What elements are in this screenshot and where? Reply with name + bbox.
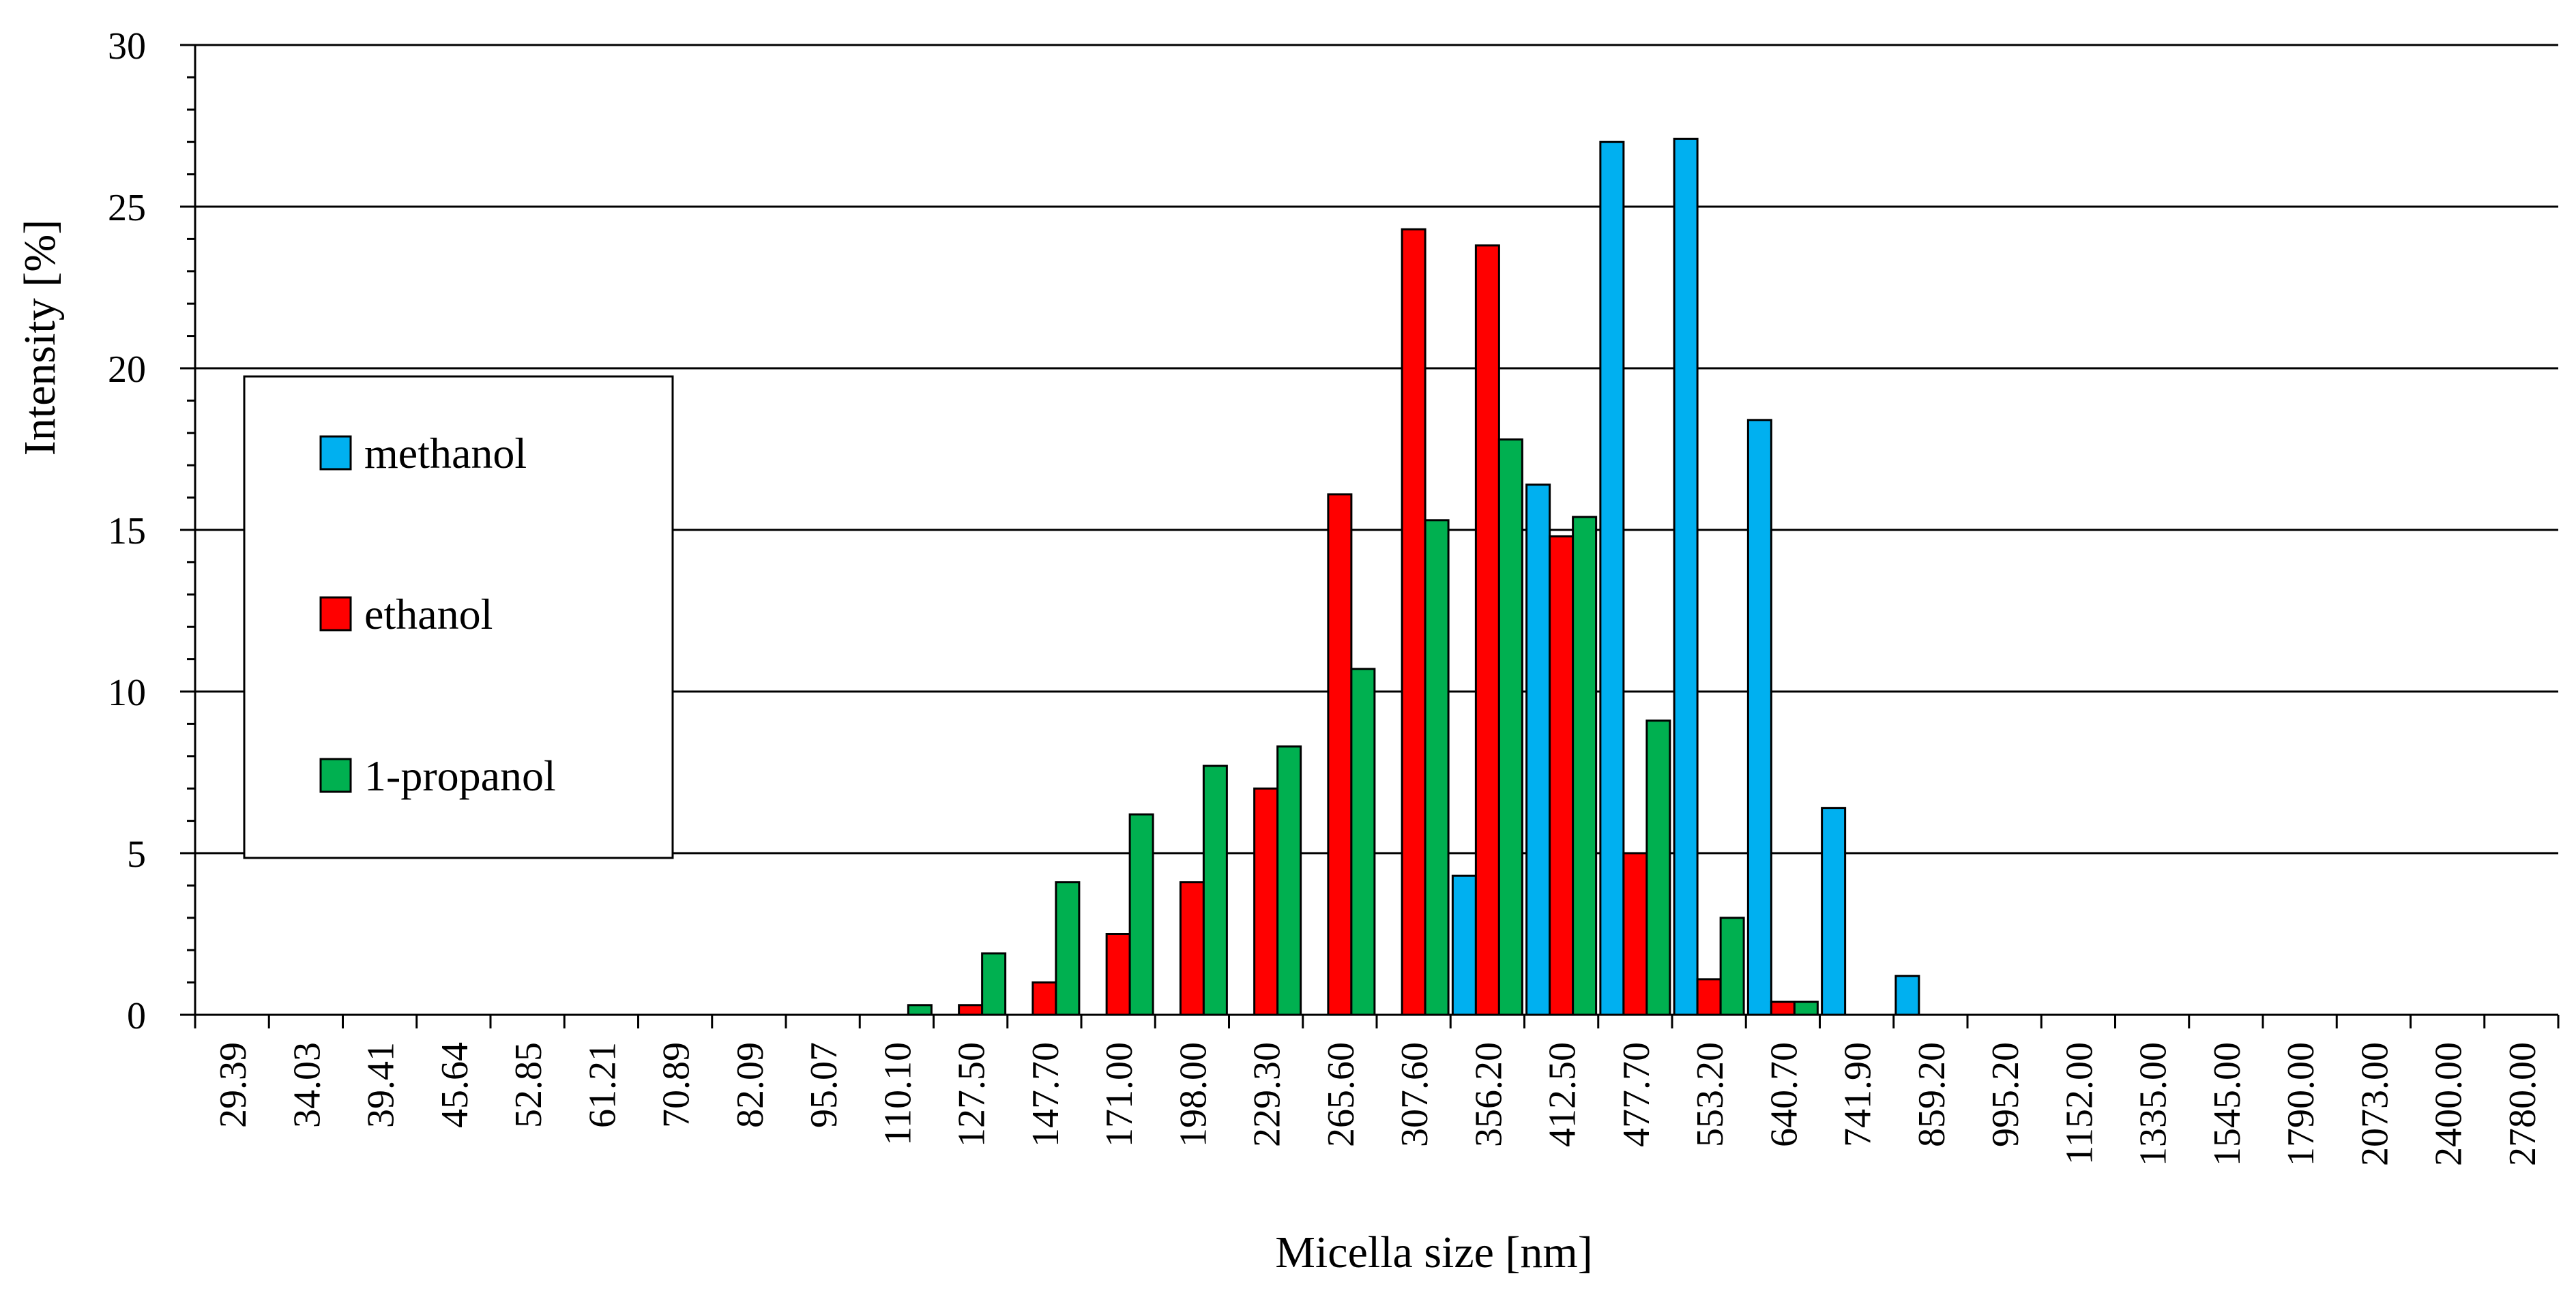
- bar-1-propanol-147.70: [1055, 881, 1081, 1016]
- bar-1-propanol-127.50: [981, 952, 1007, 1016]
- x-axis-title: Micella size [nm]: [1275, 1228, 1592, 1277]
- bar-ethanol-477.70: [1622, 852, 1648, 1016]
- y-tick-label: 30: [108, 25, 146, 68]
- bar-ethanol-307.60: [1401, 228, 1426, 1016]
- bar-1-propanol-412.50: [1572, 516, 1598, 1016]
- bar-ethanol-127.50: [958, 1004, 984, 1016]
- x-tick-label: 127.50: [951, 1042, 993, 1147]
- y-tick-label: 10: [108, 672, 146, 714]
- bar-1-propanol-110.10: [907, 1004, 933, 1016]
- x-tick-labels: 29.39 34.03 39.41 45.64 52.85 61.21 70.89 82.09…: [212, 1042, 2544, 1166]
- x-tick-label: 34.03: [286, 1042, 328, 1128]
- x-tick-label: 110.10: [877, 1042, 919, 1146]
- bar-ethanol-171.00: [1105, 933, 1131, 1016]
- x-tick-label: 52.85: [508, 1042, 550, 1128]
- legend-swatch-1-propanol: [319, 758, 352, 793]
- x-tick-label: 95.07: [803, 1042, 845, 1128]
- bar-1-propanol-229.30: [1276, 745, 1302, 1016]
- bar-ethanol-553.20: [1696, 978, 1722, 1016]
- x-tick-label: 171.00: [1098, 1042, 1141, 1147]
- bar-1-propanol-477.70: [1645, 719, 1671, 1016]
- x-tick-label: 741.90: [1837, 1042, 1879, 1147]
- bar-1-propanol-640.70: [1793, 1000, 1819, 1016]
- x-tick-label: 2400.00: [2428, 1042, 2470, 1166]
- x-tick-label: 859.20: [1911, 1042, 1953, 1147]
- y-tick-label: 0: [127, 995, 146, 1037]
- bar-1-propanol-171.00: [1128, 813, 1154, 1016]
- axes: [180, 44, 2560, 1028]
- x-tick-label: 198.00: [1172, 1042, 1214, 1147]
- bar-ethanol-229.30: [1253, 787, 1279, 1016]
- x-tick-label: 307.60: [1394, 1042, 1436, 1147]
- x-tick-label: 61.21: [581, 1042, 624, 1128]
- y-tick-label: 15: [108, 510, 146, 552]
- bar-methanol-859.20: [1894, 975, 1920, 1016]
- legend-box: [243, 375, 674, 859]
- bar-ethanol-640.70: [1770, 1000, 1796, 1016]
- bar-ethanol-198.00: [1179, 881, 1205, 1016]
- bar-methanol-640.70: [1746, 419, 1772, 1016]
- bar-methanol-477.70: [1599, 140, 1625, 1016]
- legend: methanol ethanol 1-propanol: [243, 375, 674, 859]
- x-tick-label: 82.09: [729, 1042, 772, 1128]
- x-tick-label: 640.70: [1763, 1042, 1805, 1147]
- legend-label-methanol: methanol: [364, 429, 527, 477]
- x-tick-label: 29.39: [212, 1042, 254, 1128]
- legend-label-1-propanol: 1-propanol: [364, 752, 556, 800]
- y-axis-title: Intensity [%]: [15, 220, 65, 456]
- bar-methanol-741.90: [1821, 807, 1847, 1016]
- bar-1-propanol-307.60: [1424, 519, 1450, 1016]
- legend-swatch-ethanol: [319, 596, 352, 632]
- bar-1-propanol-265.60: [1350, 668, 1376, 1016]
- x-tick-label: 356.20: [1467, 1042, 1510, 1147]
- x-tick-label: 147.70: [1025, 1042, 1067, 1147]
- x-tick-label: 1152.00: [2058, 1042, 2101, 1165]
- x-tick-label: 1335.00: [2133, 1042, 2175, 1166]
- bar-ethanol-356.20: [1474, 244, 1500, 1016]
- y-tick-labels: 0 5 10 15 20 25 30: [108, 25, 146, 1037]
- bar-methanol-356.20: [1451, 874, 1477, 1016]
- bars: [907, 137, 1920, 1016]
- bar-1-propanol-356.20: [1497, 438, 1523, 1016]
- y-tick-label: 20: [108, 348, 146, 391]
- bar-ethanol-265.60: [1327, 493, 1353, 1016]
- bar-methanol-553.20: [1673, 137, 1699, 1016]
- bar-1-propanol-553.20: [1719, 917, 1745, 1016]
- legend-swatch-methanol: [319, 435, 352, 471]
- x-tick-label: 2073.00: [2354, 1042, 2396, 1166]
- bar-ethanol-412.50: [1549, 535, 1575, 1016]
- y-tick-label: 25: [108, 187, 146, 229]
- x-tick-label: 995.20: [1985, 1042, 2027, 1147]
- bar-ethanol-147.70: [1031, 981, 1057, 1016]
- x-tick-label: 229.30: [1246, 1042, 1289, 1147]
- x-tick-label: 2780.00: [2502, 1042, 2544, 1166]
- x-tick-label: 1545.00: [2206, 1042, 2249, 1166]
- x-tick-label: 265.60: [1320, 1042, 1362, 1147]
- x-tick-label: 39.41: [360, 1042, 402, 1128]
- x-tick-label: 477.70: [1615, 1042, 1658, 1147]
- x-tick-label: 1790.00: [2280, 1042, 2322, 1166]
- x-tick-label: 553.20: [1689, 1042, 1731, 1147]
- legend-label-ethanol: ethanol: [364, 590, 493, 638]
- bar-1-propanol-198.00: [1202, 765, 1228, 1016]
- x-tick-label: 70.89: [656, 1042, 698, 1128]
- y-tick-label: 5: [127, 833, 146, 876]
- x-tick-label: 45.64: [434, 1042, 476, 1128]
- x-tick-label: 412.50: [1542, 1042, 1584, 1147]
- bar-methanol-412.50: [1525, 484, 1551, 1016]
